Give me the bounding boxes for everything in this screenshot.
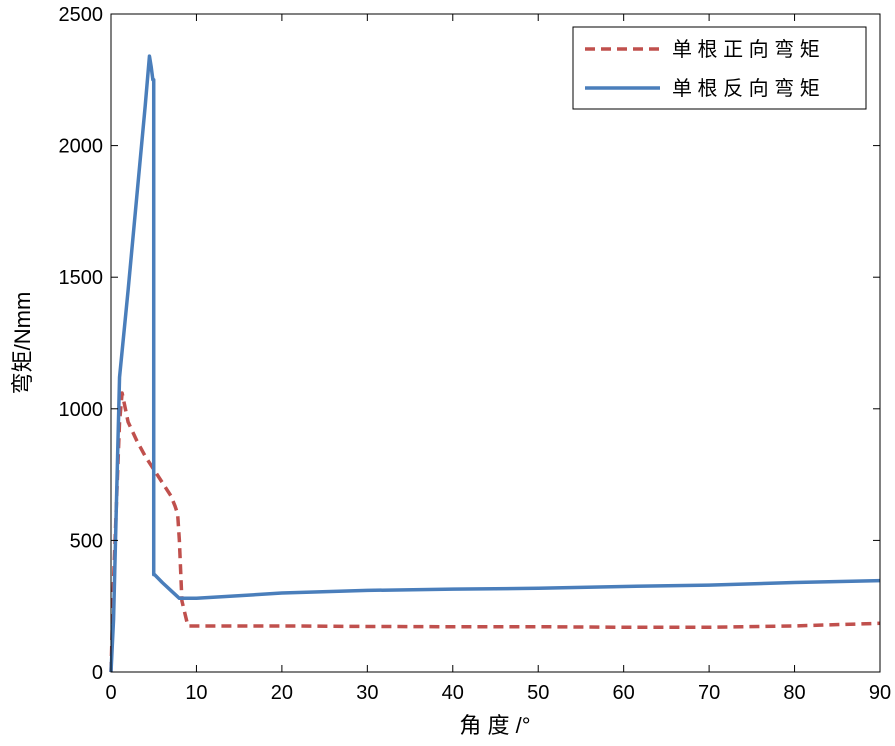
x-tick-label: 20	[271, 682, 293, 704]
axes-frame	[110, 13, 881, 673]
y-tick-label: 500	[70, 530, 103, 552]
axes-layer	[110, 13, 881, 673]
y-tick-label: 1000	[59, 399, 104, 421]
series-line-1	[109, 54, 881, 673]
ticks-layer: 0 10 20 30 40 50 60 70 80 90 0 500 1000 1500 2000 2500	[59, 4, 892, 704]
x-tick-label: 70	[698, 682, 720, 704]
y-tick-label: 1500	[59, 267, 104, 289]
x-axis-label: 角 度 /°	[459, 713, 530, 738]
legend-label-positive: 单 根 正 向 弯 矩	[672, 38, 820, 61]
legend-box	[572, 26, 867, 110]
x-tick-label: 60	[613, 682, 635, 704]
y-tick-label: 0	[92, 662, 103, 684]
legend-label-negative: 单 根 反 向 弯 矩	[672, 77, 820, 100]
x-tick-label: 30	[356, 682, 378, 704]
x-tick-label: 10	[185, 682, 207, 704]
plot-area	[111, 14, 880, 672]
x-tick-label: 80	[783, 682, 805, 704]
series-layer	[109, 54, 881, 673]
plot-background	[111, 14, 880, 672]
y-axis-label: 弯矩/Nmm	[10, 292, 35, 395]
y-tick-label: 2500	[59, 4, 104, 26]
y-tick-label: 2000	[59, 136, 104, 158]
x-tick-label: 90	[869, 682, 891, 704]
x-tick-label: 0	[105, 682, 116, 704]
legend: 单 根 正 向 弯 矩 单 根 反 向 弯 矩	[572, 26, 867, 110]
x-tick-label: 50	[527, 682, 549, 704]
x-tick-label: 40	[442, 682, 464, 704]
